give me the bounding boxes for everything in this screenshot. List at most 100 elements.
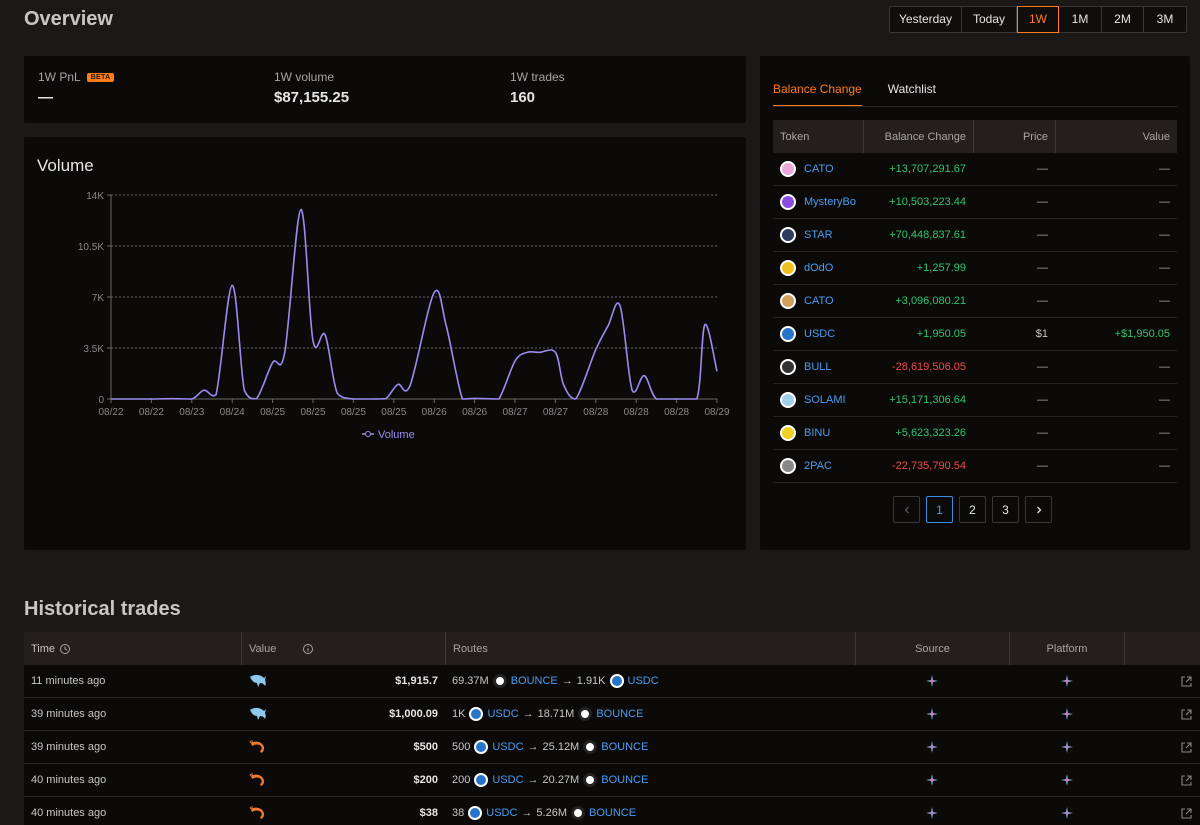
- period-tab-1w[interactable]: 1W: [1017, 6, 1059, 33]
- page-button-2[interactable]: 2: [959, 496, 986, 523]
- token-name[interactable]: CATO: [804, 163, 834, 175]
- chart-title: Volume: [37, 156, 94, 175]
- value: —: [1159, 361, 1170, 373]
- balance-change: +1,257.99: [916, 262, 966, 274]
- x-tick-label: 08/28: [624, 407, 649, 418]
- period-tab-3m[interactable]: 3M: [1156, 12, 1174, 26]
- period-tab-today[interactable]: Today: [962, 7, 1017, 32]
- x-tick-label: 08/26: [422, 407, 447, 418]
- from-symbol[interactable]: USDC: [486, 807, 518, 819]
- trades-table-header: Time Value Routes Source Platform: [24, 632, 1200, 665]
- external-link-icon: [1181, 741, 1192, 753]
- token-name[interactable]: 2PAC: [804, 460, 832, 472]
- page-button-1[interactable]: 1: [926, 496, 953, 523]
- token-logo-icon: [780, 392, 796, 408]
- table-row[interactable]: 11 minutes ago $1,915.7 69.37M BOUNCE → 1.91K…: [24, 665, 1200, 698]
- token-cell[interactable]: CATO: [773, 161, 863, 177]
- to-symbol[interactable]: BOUNCE: [589, 807, 637, 819]
- token-cell[interactable]: MysteryBox…: [773, 194, 863, 210]
- from-symbol[interactable]: USDC: [487, 708, 519, 720]
- token-name[interactable]: BINU: [804, 427, 831, 439]
- token-cell[interactable]: STAR: [773, 227, 863, 243]
- info-icon[interactable]: [302, 643, 314, 655]
- to-symbol[interactable]: BOUNCE: [601, 774, 649, 786]
- arrow-right-icon: →: [527, 774, 539, 786]
- volume-chart: 0 3.5K 7K 10.5K 14K 08/22 08/22 08/23 08/24 08/25…: [78, 191, 730, 441]
- table-row: BULL -28,619,506.05 — —: [773, 351, 1177, 384]
- period-tab-1m[interactable]: 1M: [1059, 7, 1102, 32]
- from-amount: 200: [452, 774, 471, 786]
- open-tx-link[interactable]: [1124, 774, 1200, 787]
- open-tx-link[interactable]: [1124, 807, 1200, 820]
- from-symbol[interactable]: BOUNCE: [510, 675, 558, 687]
- legend-label[interactable]: Volume: [378, 429, 415, 441]
- x-tick-label: 08/28: [583, 407, 608, 418]
- usdc-token-icon: [474, 740, 489, 754]
- value: —: [1159, 196, 1170, 208]
- period-tab-2m[interactable]: 2M: [1102, 7, 1144, 32]
- to-symbol[interactable]: BOUNCE: [601, 741, 649, 753]
- arrow-right-icon: →: [561, 675, 573, 687]
- balance-table: Token Balance Change Price Value CATO +13,70…: [773, 120, 1177, 483]
- table-row[interactable]: 40 minutes ago $200 200 USDC → 20.27M BOUNCE: [24, 764, 1200, 797]
- external-link-icon: [1181, 675, 1192, 687]
- balance-table-header: Token Balance Change Price Value: [773, 120, 1177, 153]
- trade-time: 39 minutes ago: [31, 741, 107, 753]
- to-symbol[interactable]: USDC: [627, 675, 659, 687]
- token-cell[interactable]: SOLAMI: [773, 392, 863, 408]
- tab-watchlist[interactable]: Watchlist: [887, 82, 936, 96]
- col-token: Token: [780, 130, 810, 143]
- prev-page-button[interactable]: [893, 496, 920, 523]
- token-name[interactable]: STAR: [804, 229, 833, 241]
- open-tx-link[interactable]: [1124, 708, 1200, 721]
- token-cell[interactable]: CATO: [773, 293, 863, 309]
- token-cell[interactable]: BINU: [773, 425, 863, 441]
- tab-balance-change[interactable]: Balance Change: [773, 82, 862, 106]
- open-tx-link[interactable]: [1124, 675, 1200, 688]
- balance-change: +13,707,291.67: [889, 163, 966, 175]
- token-cell[interactable]: dOdO: [773, 260, 863, 276]
- token-name[interactable]: USDC: [804, 328, 836, 340]
- token-name[interactable]: dOdO: [804, 262, 834, 274]
- next-page-button[interactable]: [1025, 496, 1052, 523]
- period-tabs: Yesterday Today 1W 1M 2M 3M: [889, 6, 1187, 33]
- table-row: USDC +1,950.05 $1 +$1,950.05: [773, 318, 1177, 351]
- col-platform: Platform: [1009, 632, 1124, 665]
- x-tick-label: 08/24: [220, 407, 245, 418]
- token-name[interactable]: MysteryBox…: [804, 196, 856, 208]
- from-symbol[interactable]: USDC: [492, 741, 524, 753]
- token-name[interactable]: SOLAMI: [804, 394, 846, 406]
- col-value: Value: [241, 632, 445, 665]
- trade-time: 39 minutes ago: [31, 708, 107, 720]
- to-symbol[interactable]: BOUNCE: [596, 708, 644, 720]
- table-row: CATO +13,707,291.67 — —: [773, 153, 1177, 186]
- token-name[interactable]: CATO: [804, 295, 834, 307]
- chevron-right-icon: [1036, 506, 1041, 513]
- price: —: [1037, 262, 1048, 274]
- col-time[interactable]: Time: [24, 632, 241, 665]
- stat-trades-value: 160: [510, 89, 536, 106]
- star-icon: [926, 708, 938, 720]
- token-cell[interactable]: USDC: [773, 326, 863, 342]
- stat-trades: 1W trades 160: [510, 70, 565, 106]
- balance-change: -28,619,506.05: [891, 361, 966, 373]
- from-symbol[interactable]: USDC: [492, 774, 524, 786]
- token-cell[interactable]: 2PAC: [773, 458, 863, 474]
- table-row: MysteryBox… +10,503,223.44 — —: [773, 186, 1177, 219]
- trades-table: Time Value Routes Source Platform 11 min…: [24, 632, 1200, 825]
- token-cell[interactable]: BULL: [773, 359, 863, 375]
- token-name[interactable]: BULL: [804, 361, 832, 373]
- trade-route: 200 USDC → 20.27M BOUNCE: [445, 773, 855, 787]
- star-icon: [1060, 675, 1073, 687]
- price: —: [1037, 295, 1048, 307]
- table-row[interactable]: 39 minutes ago $500 500 USDC → 25.12M BOUNCE: [24, 731, 1200, 764]
- to-amount: 1.91K: [576, 675, 606, 687]
- table-row[interactable]: 40 minutes ago $38 38 USDC → 5.26M BOUNCE: [24, 797, 1200, 825]
- page-button-3[interactable]: 3: [992, 496, 1019, 523]
- clock-icon[interactable]: [59, 643, 71, 655]
- price: —: [1037, 394, 1048, 406]
- table-row[interactable]: 39 minutes ago $1,000.09 1K USDC → 18.71M BOUN…: [24, 698, 1200, 731]
- open-tx-link[interactable]: [1124, 741, 1200, 754]
- value: +$1,950.05: [1114, 328, 1170, 340]
- period-tab-yesterday[interactable]: Yesterday: [890, 7, 962, 32]
